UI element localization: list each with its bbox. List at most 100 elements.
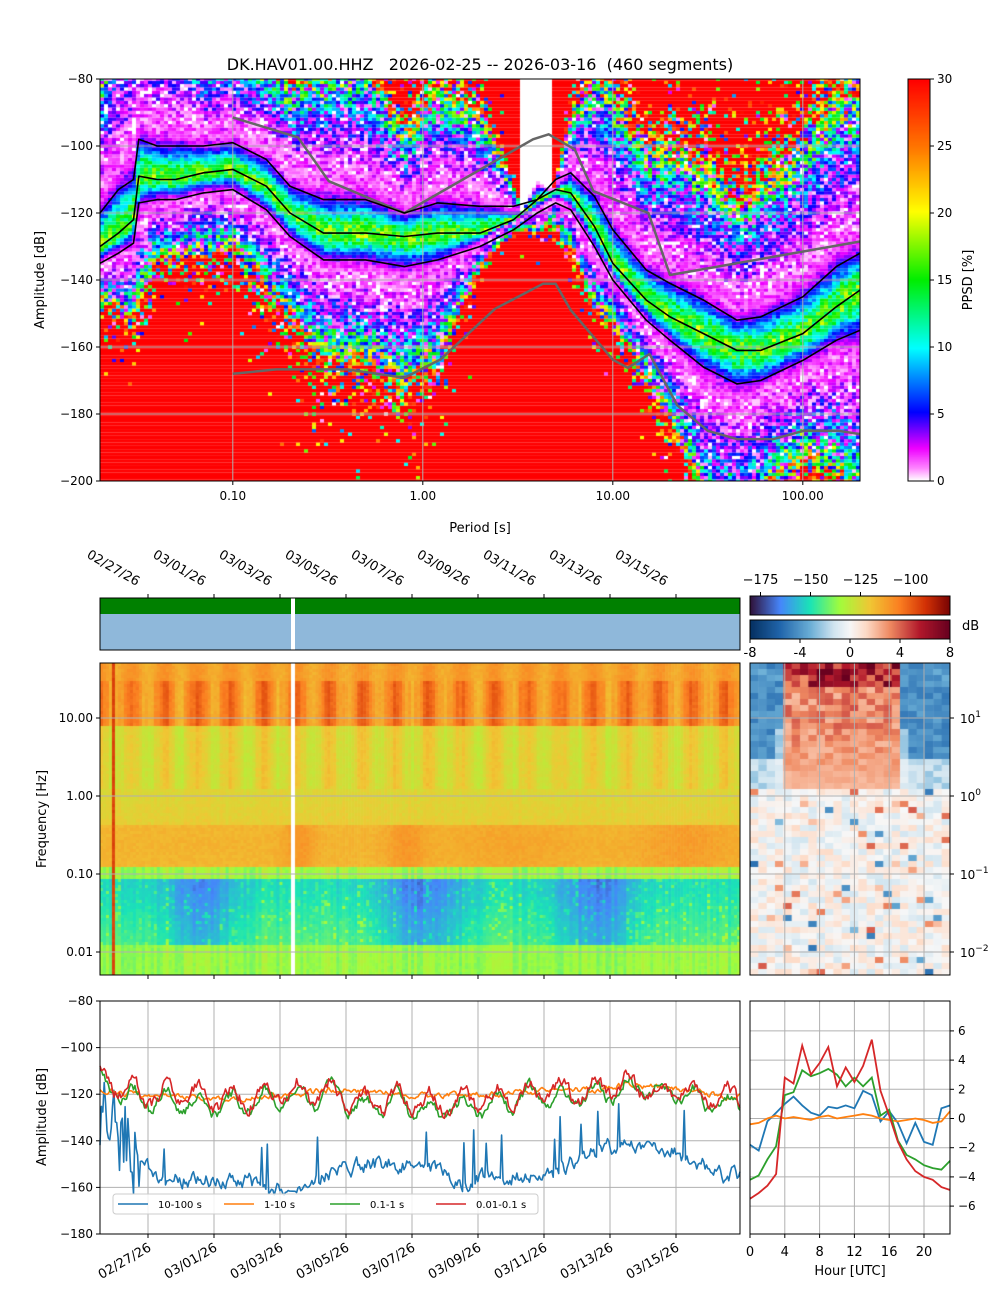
spectrogram-colorbar-frame bbox=[749, 595, 951, 616]
legend-label: 0.01-0.1 s bbox=[476, 1200, 526, 1211]
bottom-date-label: 03/09/26 bbox=[426, 1240, 484, 1282]
legend-label: 0.1-1 s bbox=[370, 1200, 404, 1211]
ppsd-xlabel: Period [s] bbox=[449, 521, 511, 536]
difference-colorbar bbox=[750, 620, 950, 639]
spectrogram-colorbar-tick-label: −100 bbox=[893, 573, 929, 588]
legend-label: 10-100 s bbox=[158, 1200, 202, 1211]
timeseries-frame bbox=[99, 1000, 741, 1235]
percentile-line-upper bbox=[99, 138, 861, 322]
bottom-date-label: 02/27/26 bbox=[96, 1240, 154, 1282]
hour-y-tick-label: −2 bbox=[958, 1141, 976, 1155]
ppsd-axes-frame bbox=[99, 78, 861, 482]
diurnal-frame bbox=[749, 662, 951, 976]
legend-label: 1-10 s bbox=[264, 1200, 295, 1211]
top-date-label: 03/13/26 bbox=[546, 547, 604, 589]
ppsd-x-tick-label: 0.10 bbox=[219, 489, 246, 503]
exponent: −1 bbox=[975, 866, 988, 876]
hour-y-tick-label: 0 bbox=[958, 1112, 966, 1126]
diurnal-y-tick-label: 100 bbox=[960, 788, 981, 804]
spectrogram-y-tick-label: 0.01 bbox=[66, 945, 93, 959]
timeseries-y-tick-label: −120 bbox=[60, 1087, 93, 1101]
data-availability-bar bbox=[100, 598, 740, 614]
hour-y-tick-label: 6 bbox=[958, 1024, 966, 1038]
timeseries-y-tick-label: −140 bbox=[60, 1134, 93, 1148]
timeseries-line-0-01-0-1-s bbox=[99, 1065, 741, 1120]
ppsd-colorbar-tick-label: 0 bbox=[937, 474, 945, 488]
ppsd-x-tick-label: 10.00 bbox=[596, 489, 630, 503]
nlnm-line bbox=[232, 282, 861, 441]
spectrogram-colorbar-tick-label: −125 bbox=[843, 573, 879, 588]
percentile-line-median bbox=[99, 168, 861, 352]
difference-colorbar-tick-label: -8 bbox=[744, 646, 757, 661]
hour-x-tick-label: 20 bbox=[916, 1245, 933, 1260]
ppsd-x-tick-label: 1.00 bbox=[409, 489, 436, 503]
ppsd-colorbar-tick-label: 15 bbox=[937, 273, 952, 287]
ppsd-colorbar-tick-label: 30 bbox=[937, 72, 952, 86]
spectrogram-colorbar bbox=[750, 596, 950, 615]
ppsd-colorbar-frame bbox=[907, 78, 931, 482]
bottom-date-label: 03/05/26 bbox=[294, 1240, 352, 1282]
hour-x-tick-label: 12 bbox=[846, 1245, 863, 1260]
hour-y-tick-label: −4 bbox=[958, 1170, 976, 1184]
exponent: −2 bbox=[975, 944, 988, 954]
nhnm-line bbox=[232, 116, 861, 277]
exponent: 1 bbox=[975, 710, 981, 720]
top-date-label: 03/09/26 bbox=[414, 547, 472, 589]
hour-frame bbox=[749, 1000, 951, 1235]
top-date-label: 03/01/26 bbox=[150, 547, 208, 589]
diurnal-y-tick-label: 10−2 bbox=[960, 944, 989, 960]
ppsd-x-tick-label: 100.00 bbox=[782, 489, 824, 503]
timeseries-line-10-100-s bbox=[99, 1081, 741, 1196]
ppsd-colorbar-tick-label: 20 bbox=[937, 206, 952, 220]
hour-y-tick-label: 4 bbox=[958, 1053, 966, 1067]
spectrogram-colorbar-tick-label: −175 bbox=[743, 573, 779, 588]
percentile-line-lower bbox=[99, 188, 861, 385]
top-date-label: 03/07/26 bbox=[348, 547, 406, 589]
hour-x-tick-label: 16 bbox=[881, 1245, 898, 1260]
gap-overlap-bar bbox=[100, 614, 740, 650]
availability-frame bbox=[99, 597, 741, 651]
timeseries-y-tick-label: −180 bbox=[60, 1227, 93, 1241]
ppsd-y-tick-label: −200 bbox=[60, 474, 93, 488]
bottom-date-label: 03/07/26 bbox=[360, 1240, 418, 1282]
spectrogram-y-tick-label: 10.00 bbox=[59, 711, 93, 725]
hour-y-tick-label: −6 bbox=[958, 1199, 976, 1213]
spectrogram-heatmap bbox=[100, 663, 740, 975]
ppsd-y-tick-label: −140 bbox=[60, 273, 93, 287]
diurnal-y-tick-label: 10−1 bbox=[960, 866, 989, 882]
top-date-label: 03/15/26 bbox=[612, 547, 670, 589]
bottom-date-label: 03/11/26 bbox=[492, 1240, 550, 1282]
ppsd-y-tick-label: −160 bbox=[60, 340, 93, 354]
data-gap-marker bbox=[291, 598, 295, 650]
ppsd-colorbar-tick-label: 5 bbox=[937, 407, 945, 421]
top-date-label: 02/27/26 bbox=[84, 547, 142, 589]
diurnal-y-tick-label: 101 bbox=[960, 710, 981, 726]
difference-colorbar-frame bbox=[749, 619, 951, 640]
bottom-date-label: 03/03/26 bbox=[228, 1240, 286, 1282]
timeseries-ylabel: Amplitude [dB] bbox=[35, 1068, 50, 1166]
chart-title: DK.HAV01.00.HHZ 2026-02-25 -- 2026-03-16… bbox=[227, 55, 733, 74]
ppsd-y-tick-label: −120 bbox=[60, 206, 93, 220]
timeseries-y-tick-label: −160 bbox=[60, 1180, 93, 1194]
ppsd-y-tick-label: −100 bbox=[60, 139, 93, 153]
spectrogram-y-tick-label: 0.10 bbox=[66, 867, 93, 881]
hour-x-tick-label: 0 bbox=[746, 1245, 754, 1260]
difference-colorbar-tick-label: -4 bbox=[794, 646, 807, 661]
bottom-date-label: 03/15/26 bbox=[624, 1240, 682, 1282]
hour-xlabel: Hour [UTC] bbox=[814, 1264, 885, 1279]
ppsd-colorbar-tick-label: 25 bbox=[937, 139, 952, 153]
hour-y-tick-label: 2 bbox=[958, 1082, 966, 1096]
difference-colorbar-tick-label: 8 bbox=[946, 646, 954, 661]
ppsd-y-tick-label: −180 bbox=[60, 407, 93, 421]
hour-line-0-01-0-1-s bbox=[749, 1039, 951, 1200]
difference-colorbar-label: dB bbox=[962, 619, 979, 634]
top-date-label: 03/05/26 bbox=[282, 547, 340, 589]
difference-colorbar-tick-label: 0 bbox=[846, 646, 854, 661]
ppsd-ylabel: Amplitude [dB] bbox=[33, 231, 48, 329]
timeseries-y-tick-label: −80 bbox=[68, 994, 93, 1008]
timeseries-y-tick-label: −100 bbox=[60, 1041, 93, 1055]
diurnal-difference-heatmap bbox=[750, 663, 950, 975]
hour-x-tick-label: 4 bbox=[781, 1245, 789, 1260]
